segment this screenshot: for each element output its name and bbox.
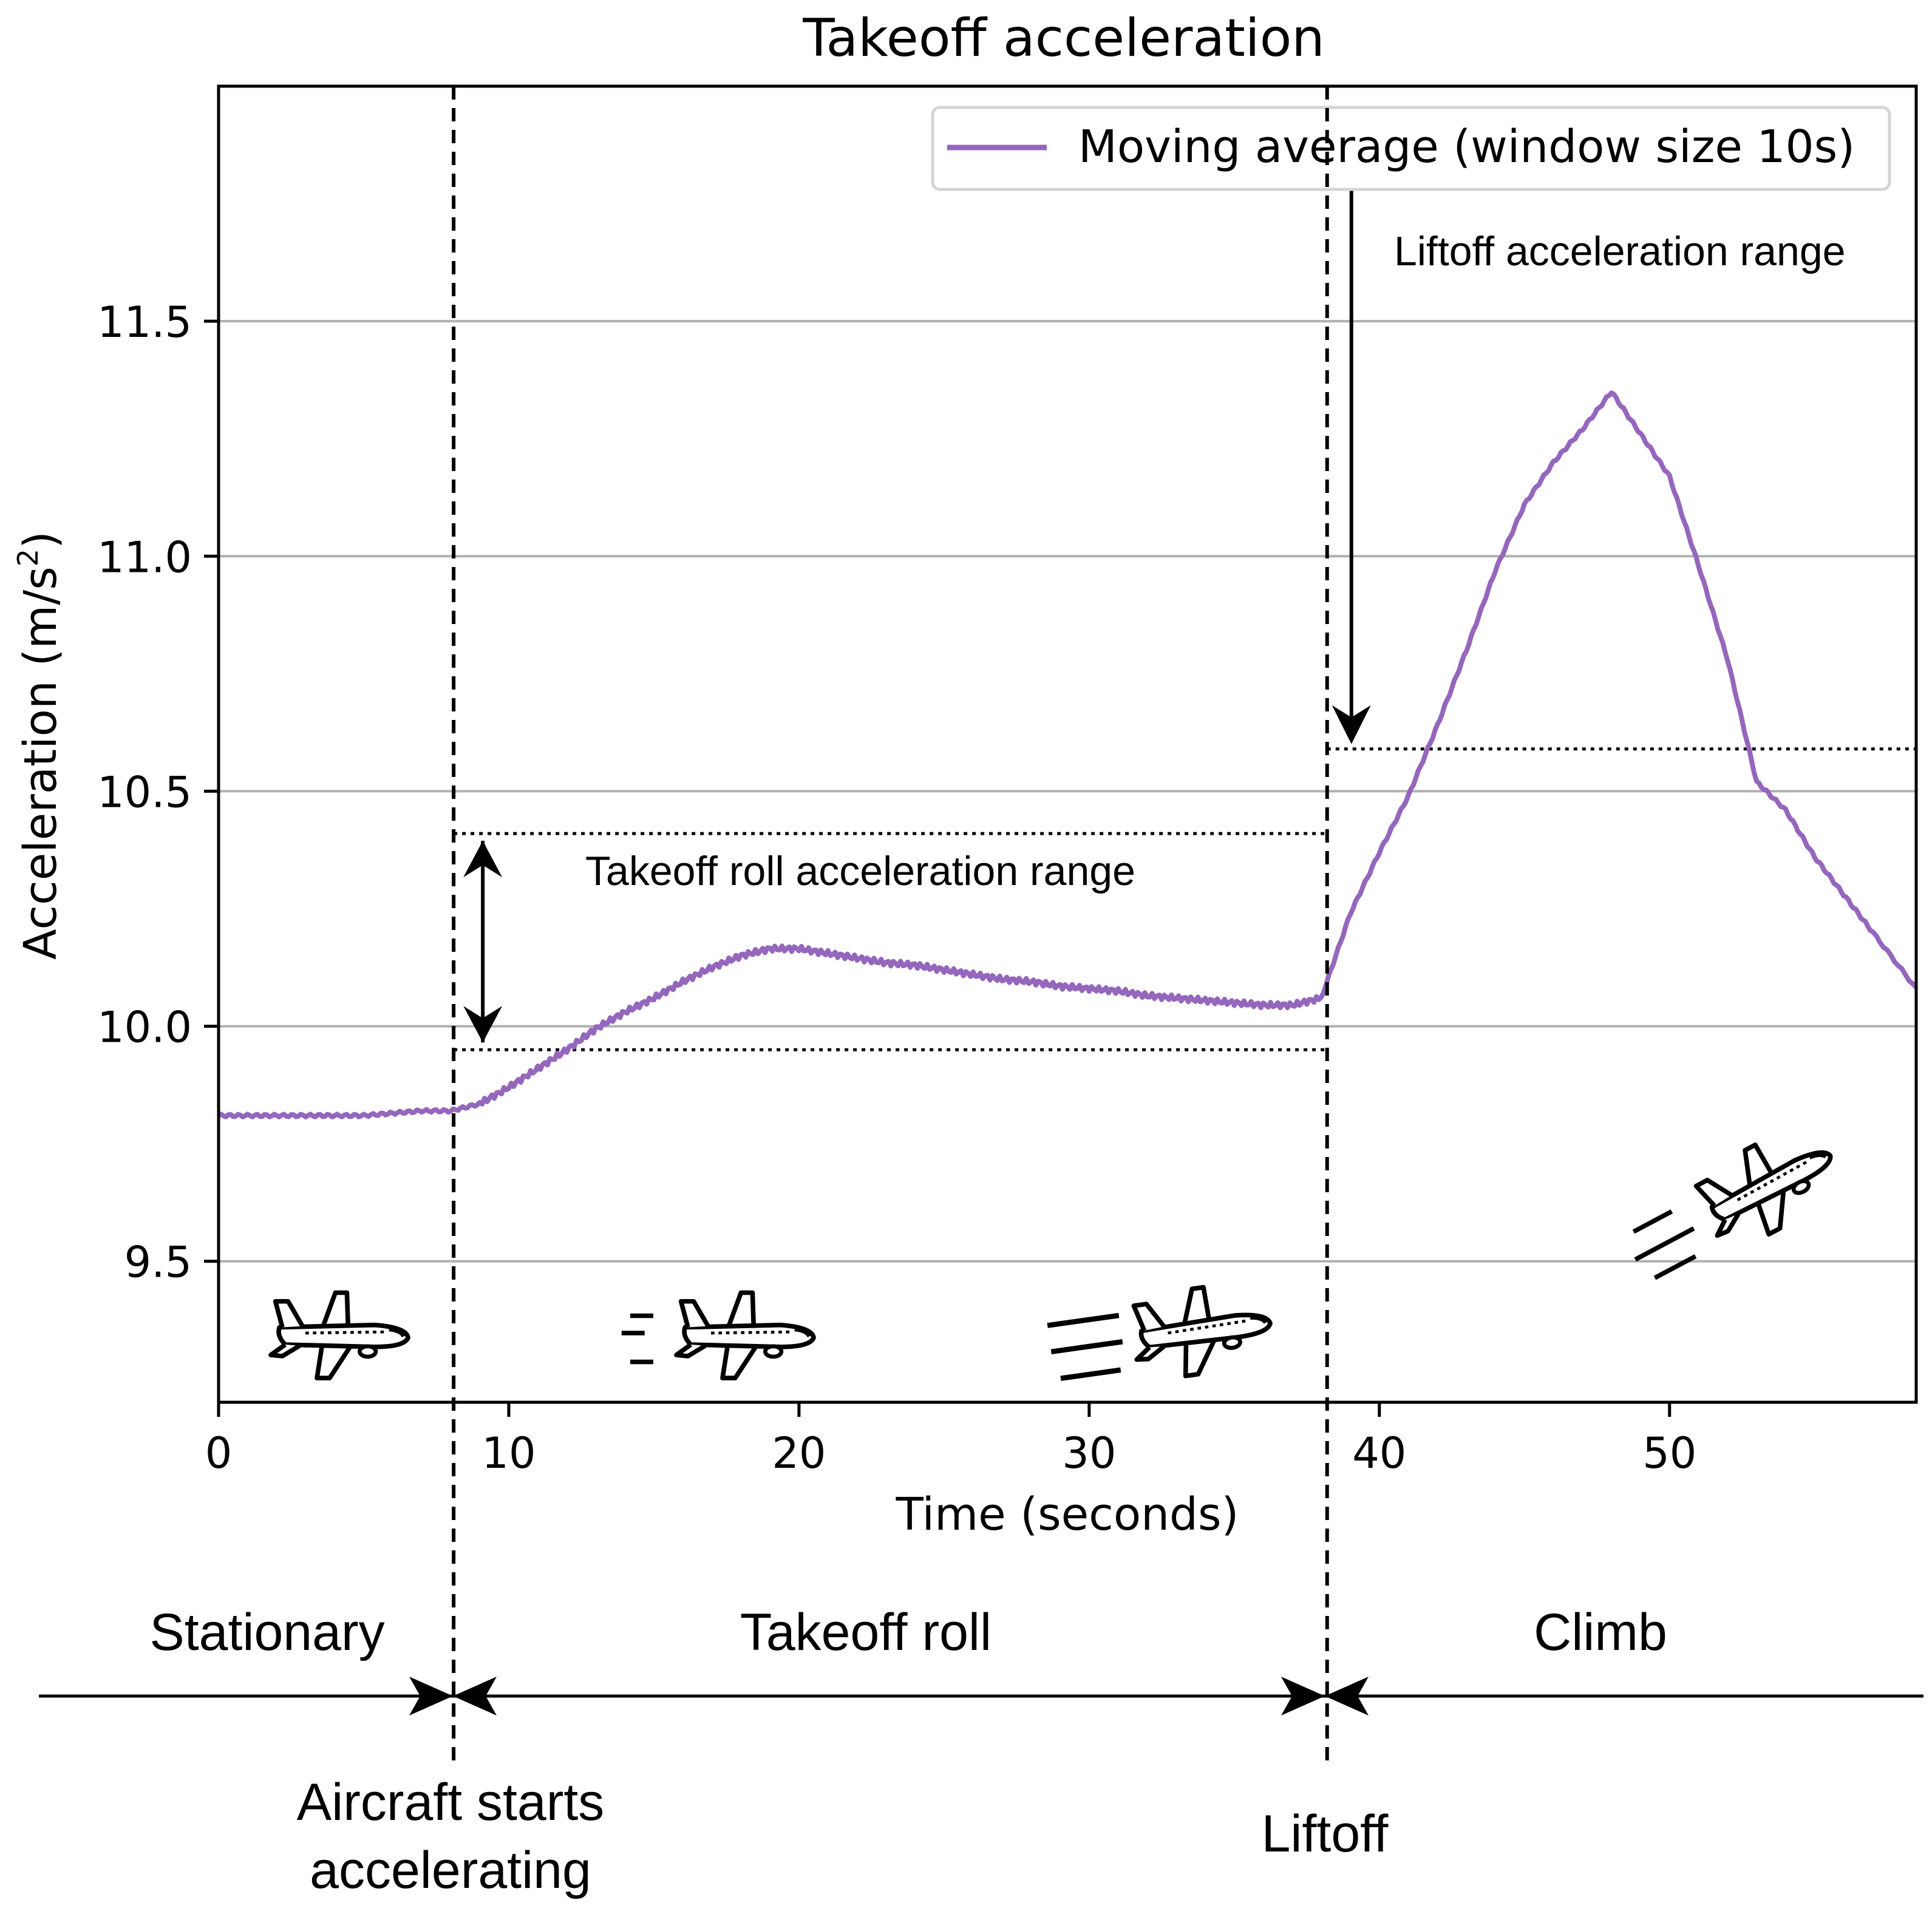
x-tick-label: 50 bbox=[1642, 1428, 1696, 1478]
y-tick-label: 10.5 bbox=[97, 767, 192, 817]
event-aircraft-starts-line2: accelerating bbox=[310, 1841, 591, 1899]
y-tick-label: 11.5 bbox=[97, 297, 192, 347]
airplane-fast-roll-icon bbox=[1047, 1279, 1276, 1394]
x-tick-label: 0 bbox=[205, 1428, 233, 1478]
x-tick-label: 20 bbox=[772, 1428, 826, 1478]
x-tick-label: 40 bbox=[1352, 1428, 1406, 1478]
x-tick-label: 30 bbox=[1062, 1428, 1116, 1478]
x-tick-label: 10 bbox=[481, 1428, 536, 1478]
y-axis-label-main: Acceleration (m/s bbox=[15, 566, 67, 960]
grid-lines bbox=[219, 320, 1916, 1263]
legend: Moving average (window size 10s) bbox=[931, 106, 1891, 191]
airplane-climb-icon bbox=[1632, 1116, 1849, 1280]
plot-frame bbox=[217, 84, 1918, 1404]
x-axis: 0 10 20 30 40 50 bbox=[205, 1402, 1696, 1478]
event-aircraft-starts-line1: Aircraft starts bbox=[297, 1773, 605, 1831]
y-tick-label: 9.5 bbox=[124, 1238, 192, 1288]
legend-label: Moving average (window size 10s) bbox=[1078, 121, 1855, 173]
liftoff-range-label: Liftoff acceleration range bbox=[1394, 228, 1845, 274]
takeoff-roll-range-label: Takeoff roll acceleration range bbox=[585, 848, 1135, 894]
phase-lines bbox=[452, 86, 1329, 1766]
y-axis: 9.5 10.0 10.5 11.0 11.5 bbox=[97, 297, 219, 1288]
liftoff-range-arrowhead bbox=[1332, 705, 1371, 744]
phase-timeline: Stationary Takeoff roll Climb Aircraft s… bbox=[39, 1603, 1923, 1899]
timeline-arrow-right-a bbox=[1281, 1677, 1325, 1715]
timeline-arrow-left-a bbox=[409, 1677, 453, 1715]
y-axis-label: Acceleration (m/s2) bbox=[12, 531, 67, 960]
y-axis-label-exponent: 2 bbox=[12, 549, 44, 566]
moving-average-line bbox=[219, 390, 1916, 1119]
y-tick-label: 11.0 bbox=[97, 532, 192, 582]
range-markers bbox=[454, 189, 1916, 1051]
phase-climb: Climb bbox=[1534, 1603, 1667, 1661]
airplane-rolling-icon bbox=[621, 1293, 814, 1379]
x-axis-label: Time (seconds) bbox=[896, 1488, 1239, 1541]
takeoff-range-arrowhead-up bbox=[463, 841, 503, 878]
phase-takeoff-roll: Takeoff roll bbox=[740, 1603, 992, 1661]
legend-box bbox=[931, 106, 1891, 191]
chart-title: Takeoff acceleration bbox=[802, 8, 1325, 69]
airplane-stationary-icon bbox=[271, 1293, 408, 1379]
takeoff-range-arrowhead-down bbox=[463, 1006, 503, 1043]
timeline-arrow-right-b bbox=[1325, 1677, 1369, 1715]
timeline-arrow-left-b bbox=[453, 1677, 497, 1715]
event-liftoff: Liftoff bbox=[1262, 1805, 1389, 1863]
phase-stationary: Stationary bbox=[149, 1603, 384, 1661]
y-tick-label: 10.0 bbox=[97, 1003, 192, 1053]
y-axis-label-close: ) bbox=[15, 531, 67, 549]
